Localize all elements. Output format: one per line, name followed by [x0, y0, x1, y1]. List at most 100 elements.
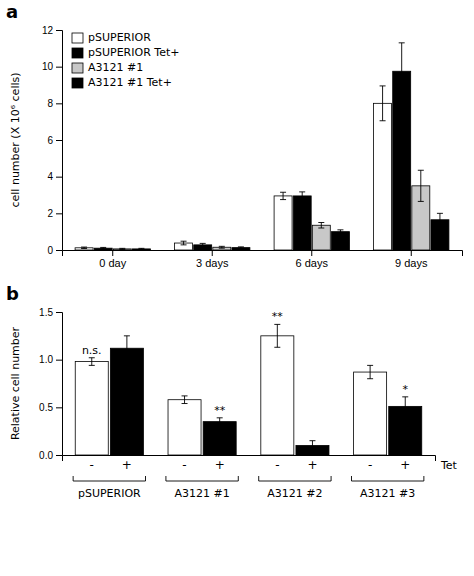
error-bar [138, 248, 144, 249]
bar [213, 247, 231, 250]
bar [168, 400, 201, 455]
tick-label: 2 [47, 208, 53, 219]
series [132, 213, 448, 250]
tick-label: 10 [42, 61, 54, 72]
tick: 0 day [99, 250, 126, 269]
annotation: ** [272, 310, 284, 323]
series-label: - [182, 458, 186, 472]
series [75, 324, 386, 455]
bar [374, 103, 392, 250]
tick-mark [56, 30, 62, 31]
y-label: cell number (X 10⁶ cells) [9, 72, 22, 207]
bar [110, 348, 143, 455]
bar [113, 249, 131, 250]
legend-label: A3121 #1 [88, 61, 143, 74]
error-bar [309, 441, 315, 451]
x-axis [63, 456, 436, 462]
bar [203, 422, 236, 455]
tick: 4 [47, 171, 62, 182]
bracket [259, 476, 331, 481]
tick-mark [56, 455, 62, 456]
tick-label: 9 days [395, 257, 428, 269]
legend: pSUPERIORpSUPERIOR Tet+A3121 #1A3121 #1 … [72, 31, 179, 89]
tick-mark [56, 250, 62, 251]
tick: 12 [42, 25, 62, 36]
bar [261, 336, 294, 455]
tick: 0.5 [39, 402, 62, 413]
series [75, 86, 391, 250]
bracket [166, 476, 238, 481]
title: a [6, 1, 18, 22]
error-bar [200, 243, 206, 246]
annotation: * [402, 383, 408, 396]
tick: 3 days [196, 250, 229, 269]
tick-mark [56, 67, 62, 68]
tick: 2 [47, 208, 62, 219]
x-axis: 0 day3 days6 days9 days [63, 250, 463, 269]
chart: 024681012cell number (X 10⁶ cells)0 day3… [0, 0, 474, 576]
tick-label: 4 [47, 171, 53, 182]
bar [75, 362, 108, 455]
legend-swatch [72, 48, 83, 58]
series-label: + [122, 458, 132, 472]
tick-label: 8 [47, 98, 53, 109]
tick: 8 [47, 98, 62, 109]
tick: 6 [47, 135, 62, 146]
error-bar [89, 358, 95, 366]
tick-mark [56, 360, 62, 361]
bar [75, 248, 93, 250]
axis-line [56, 31, 63, 251]
legend-item: A3121 #1 [72, 61, 143, 74]
legend-item: pSUPERIOR Tet+ [72, 46, 179, 59]
tick-mark [311, 250, 312, 256]
group-label: A3121 #1 [174, 487, 229, 500]
tick: 1.5 [39, 307, 62, 318]
y-label: Relative cell number [9, 326, 22, 440]
error-bar [402, 397, 408, 416]
group-label: pSUPERIOR [78, 487, 141, 500]
error-bar [124, 336, 130, 361]
tick-mark [112, 250, 113, 256]
tick-mark [56, 312, 62, 313]
error-bar [437, 213, 443, 226]
plot-area [75, 43, 449, 250]
legend-swatch [72, 78, 83, 88]
error-bar [418, 170, 424, 201]
error-bar [367, 365, 373, 378]
series [110, 336, 421, 455]
error-bar [182, 396, 188, 404]
error-bar [181, 241, 187, 245]
tick-label: 0.0 [39, 450, 53, 461]
tick-mark [411, 250, 412, 256]
panel: 024681012cell number (X 10⁶ cells)0 day3… [6, 1, 463, 269]
tick-label: 1.0 [39, 354, 53, 365]
legend-label: pSUPERIOR Tet+ [88, 46, 179, 59]
group-label: A3121 #3 [360, 487, 415, 500]
error-bar [399, 43, 405, 100]
error-bar [274, 324, 280, 347]
axis-line [63, 456, 436, 462]
error-bar [299, 192, 305, 200]
series-label: + [215, 458, 225, 472]
bracket [73, 476, 145, 481]
tick: 1.0 [39, 354, 62, 365]
legend-swatch [72, 33, 83, 43]
tick: 10 [42, 61, 62, 72]
error-bar [81, 247, 87, 248]
tick-mark [56, 407, 62, 408]
bar [293, 196, 311, 250]
series-label: + [400, 458, 410, 472]
plot-area [75, 324, 422, 455]
y-axis: 024681012 [42, 25, 63, 256]
x-label: Tet [440, 459, 458, 472]
y-axis: 0.0 0.5 1.0 1.5 [39, 307, 62, 461]
bar [232, 248, 250, 250]
annotation: ** [214, 404, 226, 417]
panel: 0.00.51.01.5Relative cell numberb-+pSUPE… [6, 283, 458, 500]
series [113, 170, 429, 250]
bar [354, 372, 387, 455]
legend-label: A3121 #1 Tet+ [88, 76, 172, 89]
bar [274, 196, 292, 250]
error-bar [318, 223, 324, 229]
series-label: - [90, 458, 94, 472]
